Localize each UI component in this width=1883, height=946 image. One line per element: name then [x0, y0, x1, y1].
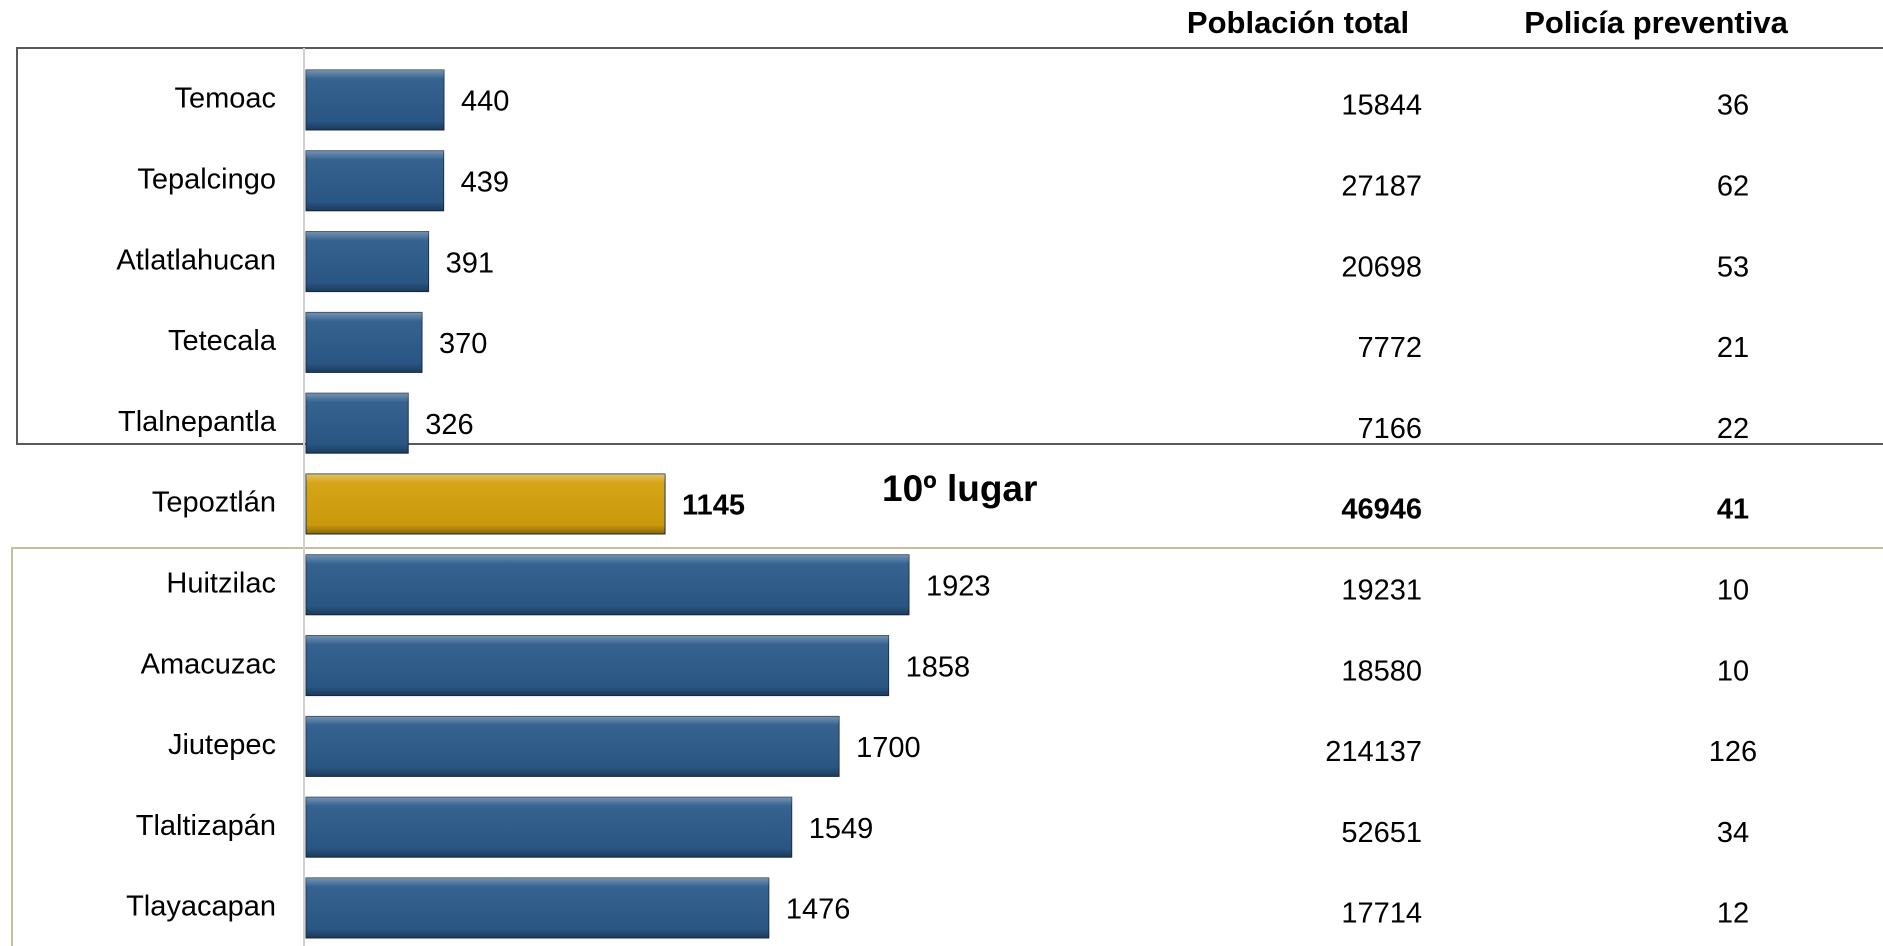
table-cell: 10 [1717, 655, 1749, 687]
value-label: 1858 [906, 651, 971, 683]
table-cell: 19231 [1341, 574, 1422, 606]
table-cell: 52651 [1341, 817, 1422, 849]
value-label: 440 [461, 86, 509, 118]
table-cell: 36 [1717, 90, 1749, 122]
value-label: 439 [461, 166, 509, 198]
category-label: Jiutepec [168, 729, 276, 761]
bottom-group-box [11, 547, 1883, 946]
table-cell: 20698 [1341, 251, 1422, 283]
value-label: 1549 [809, 813, 874, 845]
bar-bevel [306, 393, 409, 454]
bar-bevel [306, 150, 444, 211]
annotation: 10º lugar [882, 468, 1037, 509]
category-label: Tlaltizapán [136, 810, 276, 842]
value-label: 1145 [682, 490, 745, 522]
value-label: 1476 [786, 894, 851, 926]
table-cell: 17714 [1341, 898, 1422, 930]
table-cell: 46946 [1341, 494, 1422, 526]
column-header: Población total [1187, 5, 1409, 40]
value-label: 1923 [926, 570, 991, 602]
table-cell: 12 [1717, 898, 1749, 930]
table-cell: 22 [1717, 413, 1749, 445]
bar-bevel [306, 231, 429, 292]
bar-bevel [306, 797, 792, 858]
bar-bevel [306, 554, 909, 615]
bar-bevel [306, 635, 889, 696]
category-label: Huitzilac [166, 567, 276, 599]
bar-bevel [306, 716, 840, 777]
table-cell: 18580 [1341, 655, 1422, 687]
table-cell: 7772 [1357, 332, 1422, 364]
table-cell: 10 [1717, 574, 1749, 606]
top-group-box [16, 47, 1883, 445]
category-label: Atlatlahucan [116, 244, 276, 276]
bar-bevel [306, 878, 769, 938]
bar-bevel [306, 312, 423, 373]
category-label: Temoac [174, 83, 276, 115]
bar-bevel [306, 474, 666, 534]
table-cell: 34 [1717, 817, 1749, 849]
table-cell: 27187 [1341, 170, 1422, 202]
table-cell: 62 [1717, 170, 1749, 202]
table-cell: 7166 [1357, 413, 1422, 445]
category-label: Tetecala [168, 325, 277, 357]
value-label: 391 [446, 247, 494, 279]
table-cell: 15844 [1341, 90, 1422, 122]
value-label: 370 [439, 328, 487, 360]
category-label: Amacuzac [141, 648, 276, 680]
table-cell: 53 [1717, 251, 1749, 283]
bar-bevel [306, 70, 444, 130]
category-label: Tlalnepantla [118, 406, 277, 438]
table-cell: 41 [1717, 494, 1749, 526]
value-label: 326 [425, 409, 473, 441]
category-label: Tlayacapan [126, 891, 276, 923]
category-label: Tepoztlán [152, 487, 276, 519]
value-label: 1700 [856, 732, 921, 764]
table-cell: 214137 [1325, 736, 1422, 768]
table-cell: 126 [1709, 736, 1757, 768]
column-header: Policía preventiva [1524, 5, 1788, 40]
category-label: Tepalcingo [137, 163, 276, 195]
table-cell: 21 [1717, 332, 1749, 364]
